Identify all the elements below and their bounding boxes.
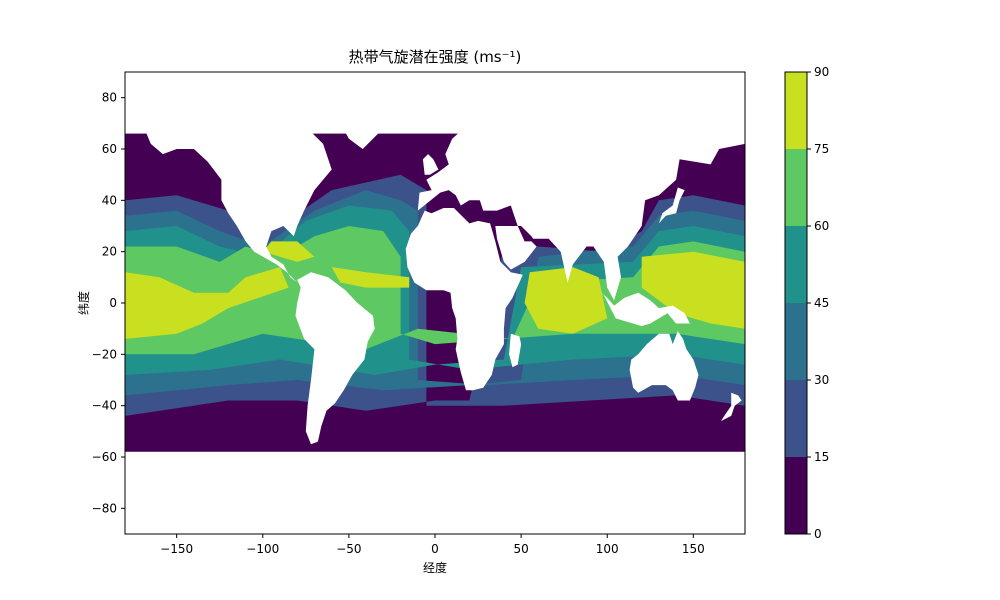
colorbar-tick-label: 90 <box>814 65 829 79</box>
colorbar-segment <box>785 303 807 380</box>
x-tick-label: −150 <box>160 542 193 556</box>
colorbar-segment <box>785 380 807 457</box>
y-tick-label: −20 <box>92 347 117 361</box>
y-tick-label: 80 <box>102 91 117 105</box>
land-africa <box>405 208 523 391</box>
y-tick-label: 20 <box>102 245 117 259</box>
colorbar-segment <box>785 72 807 149</box>
y-axis-label: 纬度 <box>76 291 91 315</box>
land-uk <box>422 154 439 175</box>
land-madagascar <box>509 333 522 368</box>
x-tick-label: −50 <box>336 542 361 556</box>
colorbar-tick-label: 45 <box>814 296 829 310</box>
colorbar-segment <box>785 149 807 226</box>
colorbar-tick-label: 30 <box>814 373 829 387</box>
x-tick-label: 150 <box>682 542 705 556</box>
plot-area <box>125 72 745 534</box>
land-eurasia <box>417 107 745 301</box>
land-north-america <box>142 113 332 283</box>
x-tick-label: 100 <box>596 542 619 556</box>
land-indonesia <box>598 290 690 327</box>
x-tick-label: −100 <box>246 542 279 556</box>
x-axis: −150 −100 −50 0 50 100 150 <box>160 534 705 556</box>
colorbar-tick-label: 75 <box>814 142 829 156</box>
band-75-90-indian <box>524 267 608 334</box>
x-axis-label: 经度 <box>423 560 447 575</box>
land-australia <box>629 331 699 401</box>
land-antarctica <box>125 451 745 534</box>
band-75-90-pacific-west <box>641 251 745 329</box>
land-south-america <box>295 272 375 445</box>
chart-title: 热带气旋潜在强度 (ms⁻¹) <box>349 48 522 66</box>
band-75-90-pacific-east <box>125 267 289 339</box>
x-tick-label: 0 <box>431 542 439 556</box>
y-axis: −80 −60 −40 −20 0 20 40 60 80 <box>92 91 125 515</box>
land-arabia <box>495 226 537 270</box>
band-75-90-caribbean <box>262 241 315 262</box>
y-tick-label: 40 <box>102 193 117 207</box>
land-new-zealand <box>720 392 742 422</box>
y-tick-label: −80 <box>92 501 117 515</box>
colorbar-segment <box>785 457 807 534</box>
y-tick-label: −60 <box>92 450 117 464</box>
colorbar-tick-label: 15 <box>814 450 829 464</box>
colorbar-segment <box>785 226 807 303</box>
x-tick-label: 50 <box>513 542 528 556</box>
y-tick-label: −40 <box>92 399 117 413</box>
land-masses <box>125 72 745 534</box>
colorbar: 0 15 30 45 60 75 90 <box>784 65 829 541</box>
y-tick-label: 0 <box>109 296 117 310</box>
land-japan <box>658 187 685 224</box>
colorbar-tick-label: 60 <box>814 219 829 233</box>
y-tick-label: 60 <box>102 142 117 156</box>
colorbar-tick-label: 0 <box>814 527 822 541</box>
land-arctic <box>125 72 745 134</box>
band-75-90-atlantic <box>331 267 410 288</box>
